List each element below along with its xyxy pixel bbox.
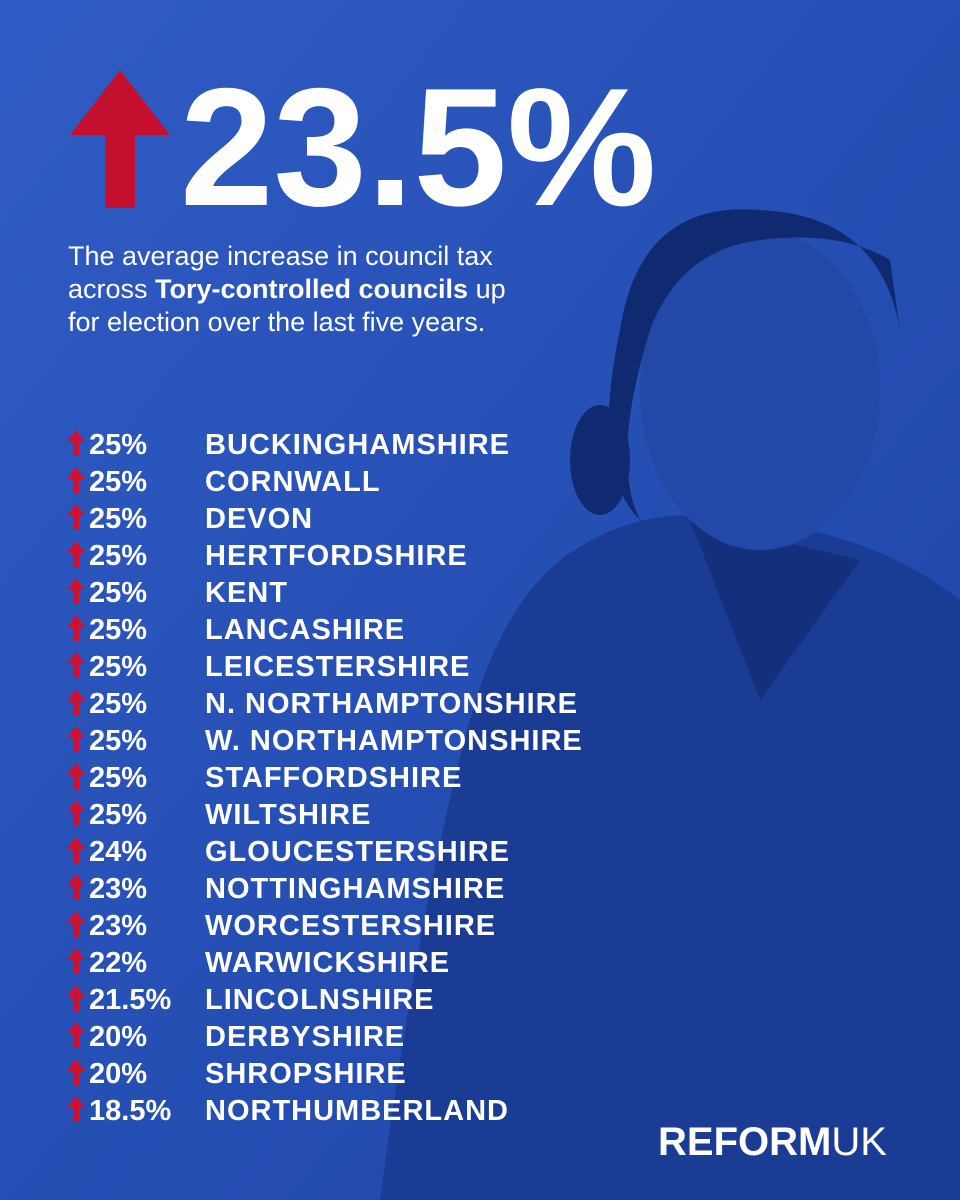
row-percent: 25% (89, 688, 147, 720)
row-arrow (67, 874, 85, 900)
row-arrow (67, 985, 85, 1011)
council-list: 25% BUCKINGHAMSHIRE 25% CORNWALL 25% DEVON 25%… (67, 429, 583, 1127)
row-arrow (67, 1059, 85, 1085)
row-council: HERTFORDSHIRE (205, 540, 468, 572)
row-percent: 20% (89, 1021, 147, 1053)
description: across Tory-controlled councils up (68, 274, 506, 304)
description-bold: Tory-controlled councils (155, 274, 468, 304)
row-council: KENT (205, 577, 288, 609)
row-council: BUCKINGHAMSHIRE (205, 429, 510, 461)
description-text: across (68, 274, 155, 304)
portrait (380, 209, 960, 1200)
row-percent: 25% (89, 429, 147, 461)
row-arrow (67, 652, 85, 678)
row-percent: 23% (89, 873, 147, 905)
row-arrow (67, 1022, 85, 1048)
row-percent: 25% (89, 614, 147, 646)
row-arrow (67, 1096, 85, 1122)
row-council: W. NORTHAMPTONSHIRE (205, 725, 583, 757)
logo: REFORMUK (658, 1120, 887, 1164)
row-arrow (67, 800, 85, 826)
row-arrow (67, 430, 85, 456)
description: for election over the last five years. (68, 307, 485, 337)
row-percent: 25% (89, 725, 147, 757)
row-percent: 23% (89, 910, 147, 942)
row-council: WORCESTERSHIRE (205, 910, 496, 942)
logo-light: UK (831, 1120, 887, 1164)
row-council: DERBYSHIRE (205, 1021, 405, 1053)
headline-arrow (70, 70, 170, 208)
row-council: LEICESTERSHIRE (205, 651, 470, 683)
row-council: N. NORTHAMPTONSHIRE (205, 688, 578, 720)
row-council: LINCOLNSHIRE (205, 984, 435, 1016)
row-council: CORNWALL (205, 466, 381, 498)
headline: 23.5% (180, 53, 656, 241)
logo-bold: REFORM (658, 1120, 831, 1164)
row-council: SHROPSHIRE (205, 1058, 407, 1090)
row-percent: 25% (89, 762, 147, 794)
row-percent: 22% (89, 947, 147, 979)
row-arrow (67, 837, 85, 863)
row-arrow (67, 504, 85, 530)
row-arrow (67, 726, 85, 752)
row-arrow (67, 578, 85, 604)
row-percent: 25% (89, 577, 147, 609)
row-council: STAFFORDSHIRE (205, 762, 462, 794)
description-text: up (468, 274, 506, 304)
description: The average increase in council tax (68, 241, 493, 271)
row-council: WILTSHIRE (205, 799, 371, 831)
row-council: NOTTINGHAMSHIRE (205, 873, 505, 905)
row-arrow (67, 615, 85, 641)
row-council: WARWICKSHIRE (205, 947, 450, 979)
row-percent: 25% (89, 651, 147, 683)
row-arrow (67, 948, 85, 974)
row-arrow (67, 911, 85, 937)
row-council: LANCASHIRE (205, 614, 405, 646)
row-council: DEVON (205, 503, 313, 535)
row-arrow (67, 763, 85, 789)
row-arrow (67, 467, 85, 493)
row-percent: 25% (89, 503, 147, 535)
row-arrow (67, 689, 85, 715)
row-percent: 20% (89, 1058, 147, 1090)
row-percent: 25% (89, 799, 147, 831)
row-percent: 24% (89, 836, 147, 868)
row-arrow (67, 541, 85, 567)
row-council: GLOUCESTERSHIRE (205, 836, 510, 868)
row-council: NORTHUMBERLAND (205, 1095, 509, 1127)
row-percent: 18.5% (89, 1095, 171, 1127)
row-percent: 25% (89, 466, 147, 498)
row-percent: 25% (89, 540, 147, 572)
row-percent: 21.5% (89, 984, 171, 1016)
